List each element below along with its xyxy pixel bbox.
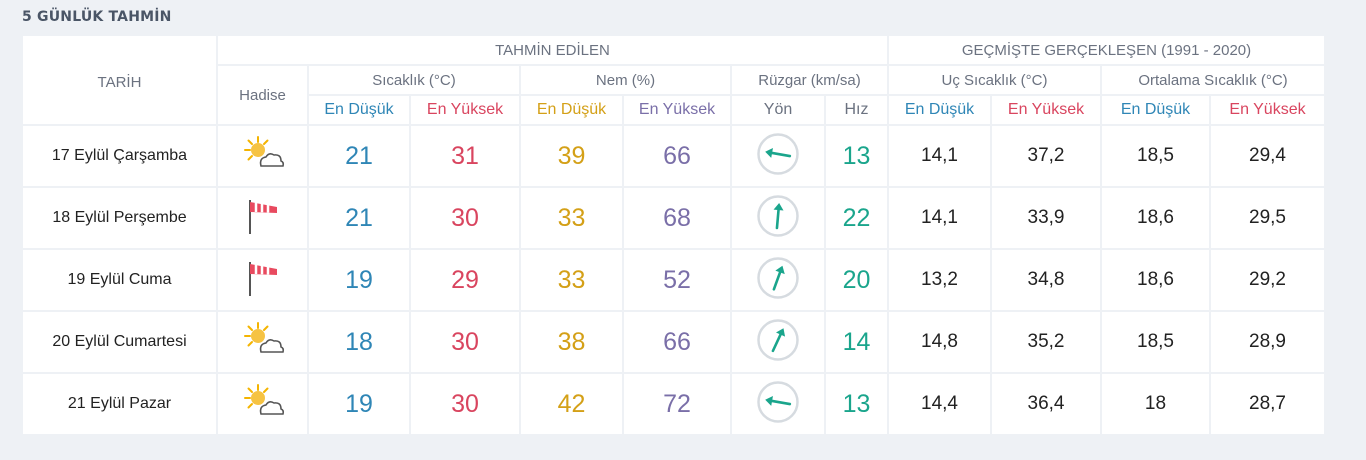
windsock-icon xyxy=(241,258,285,298)
row-ext-min: 14,4 xyxy=(889,374,990,434)
header-ext-max: En Yüksek xyxy=(992,96,1100,124)
header-extreme-temp: Uç Sıcaklık (°C) xyxy=(889,66,1100,94)
row-avg-min: 18,5 xyxy=(1102,312,1209,372)
row-wind-direction xyxy=(732,188,824,248)
header-hum-max: En Yüksek xyxy=(624,96,730,124)
header-wind: Rüzgar (km/sa) xyxy=(732,66,887,94)
row-hum-max: 52 xyxy=(624,250,730,310)
row-temp-min: 21 xyxy=(309,126,409,186)
header-temperature: Sıcaklık (°C) xyxy=(309,66,519,94)
forecast-row: 18 Eylül Perşembe 21 30 33 68 22 14,1 33,9 18,6 2… xyxy=(23,188,1324,248)
row-wind-speed: 13 xyxy=(826,374,887,434)
header-wind-speed: Hız xyxy=(826,96,887,124)
header-wind-direction: Yön xyxy=(732,96,824,124)
row-hum-min: 38 xyxy=(521,312,622,372)
row-hum-max: 66 xyxy=(624,126,730,186)
forecast-row: 20 Eylül Cumartesi 18 30 38 66 14 14,8 35,2 18,5… xyxy=(23,312,1324,372)
row-wind-direction xyxy=(732,312,824,372)
row-ext-max: 35,2 xyxy=(992,312,1100,372)
row-date: 18 Eylül Perşembe xyxy=(23,188,216,248)
header-hum-min: En Düşük xyxy=(521,96,622,124)
row-wind-speed: 20 xyxy=(826,250,887,310)
row-temp-max: 30 xyxy=(411,312,519,372)
row-ext-min: 14,1 xyxy=(889,188,990,248)
row-ext-max: 37,2 xyxy=(992,126,1100,186)
forecast-table: TARİH TAHMİN EDİLEN GEÇMİŞTE GERÇEKLEŞEN (… xyxy=(21,34,1326,436)
wind-direction-icon xyxy=(756,318,800,362)
row-ext-min: 13,2 xyxy=(889,250,990,310)
row-ext-min: 14,8 xyxy=(889,312,990,372)
row-date: 20 Eylül Cumartesi xyxy=(23,312,216,372)
row-temp-max: 29 xyxy=(411,250,519,310)
header-humidity: Nem (%) xyxy=(521,66,730,94)
row-hum-max: 66 xyxy=(624,312,730,372)
row-temp-max: 31 xyxy=(411,126,519,186)
row-temp-min: 21 xyxy=(309,188,409,248)
row-avg-max: 29,2 xyxy=(1211,250,1324,310)
row-event xyxy=(218,250,307,310)
row-wind-speed: 13 xyxy=(826,126,887,186)
forecast-row: 19 Eylül Cuma 19 29 33 52 20 13,2 34,8 18,6 29,2 xyxy=(23,250,1324,310)
header-forecast-group: TAHMİN EDİLEN xyxy=(218,36,887,64)
row-event xyxy=(218,126,307,186)
header-event: Hadise xyxy=(218,66,307,124)
row-hum-min: 39 xyxy=(521,126,622,186)
row-hum-max: 72 xyxy=(624,374,730,434)
page-title: 5 GÜNLÜK TAHMİN xyxy=(22,9,172,25)
wind-direction-icon xyxy=(756,256,800,300)
header-temp-max: En Yüksek xyxy=(411,96,519,124)
forecast-row: 17 Eylül Çarşamba 21 31 39 66 13 14,1 37,2 18,5 2… xyxy=(23,126,1324,186)
partly-sunny-icon xyxy=(241,134,285,174)
row-wind-direction xyxy=(732,126,824,186)
wind-direction-icon xyxy=(756,194,800,238)
header-date: TARİH xyxy=(23,36,216,124)
row-date: 17 Eylül Çarşamba xyxy=(23,126,216,186)
row-hum-max: 68 xyxy=(624,188,730,248)
header-avg-max: En Yüksek xyxy=(1211,96,1324,124)
row-wind-direction xyxy=(732,250,824,310)
windsock-icon xyxy=(241,196,285,236)
row-hum-min: 42 xyxy=(521,374,622,434)
row-temp-max: 30 xyxy=(411,374,519,434)
row-avg-max: 29,5 xyxy=(1211,188,1324,248)
row-wind-direction xyxy=(732,374,824,434)
row-avg-max: 29,4 xyxy=(1211,126,1324,186)
row-avg-max: 28,9 xyxy=(1211,312,1324,372)
row-hum-min: 33 xyxy=(521,250,622,310)
header-average-temp: Ortalama Sıcaklık (°C) xyxy=(1102,66,1324,94)
row-wind-speed: 14 xyxy=(826,312,887,372)
row-ext-min: 14,1 xyxy=(889,126,990,186)
row-avg-min: 18,5 xyxy=(1102,126,1209,186)
header-avg-min: En Düşük xyxy=(1102,96,1209,124)
wind-direction-icon xyxy=(756,380,800,424)
row-avg-min: 18,6 xyxy=(1102,250,1209,310)
row-avg-max: 28,7 xyxy=(1211,374,1324,434)
row-event xyxy=(218,188,307,248)
row-avg-min: 18 xyxy=(1102,374,1209,434)
row-ext-max: 33,9 xyxy=(992,188,1100,248)
row-ext-max: 36,4 xyxy=(992,374,1100,434)
row-event xyxy=(218,312,307,372)
row-wind-speed: 22 xyxy=(826,188,887,248)
row-date: 21 Eylül Pazar xyxy=(23,374,216,434)
row-event xyxy=(218,374,307,434)
row-date: 19 Eylül Cuma xyxy=(23,250,216,310)
partly-sunny-icon xyxy=(241,320,285,360)
row-hum-min: 33 xyxy=(521,188,622,248)
header-ext-min: En Düşük xyxy=(889,96,990,124)
header-temp-min: En Düşük xyxy=(309,96,409,124)
row-avg-min: 18,6 xyxy=(1102,188,1209,248)
forecast-row: 21 Eylül Pazar 19 30 42 72 13 14,4 36,4 18 28,7 xyxy=(23,374,1324,434)
partly-sunny-icon xyxy=(241,382,285,422)
wind-direction-icon xyxy=(756,132,800,176)
row-ext-max: 34,8 xyxy=(992,250,1100,310)
header-history-group: GEÇMİŞTE GERÇEKLEŞEN (1991 - 2020) xyxy=(889,36,1324,64)
row-temp-min: 19 xyxy=(309,250,409,310)
row-temp-min: 18 xyxy=(309,312,409,372)
row-temp-min: 19 xyxy=(309,374,409,434)
row-temp-max: 30 xyxy=(411,188,519,248)
